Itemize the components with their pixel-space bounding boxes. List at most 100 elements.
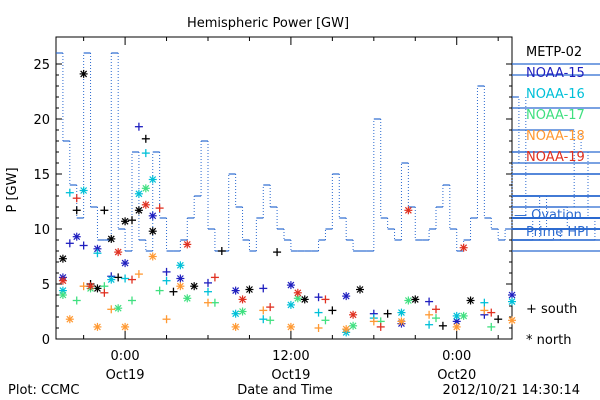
north-marker [134, 189, 143, 198]
y-tick-label: 25 [33, 58, 50, 73]
north-marker [349, 321, 358, 330]
north-marker [404, 296, 413, 305]
south-marker [432, 314, 440, 323]
legend-entry: METP-02 [526, 45, 582, 60]
north-marker [107, 234, 116, 243]
north-marker [231, 322, 240, 331]
south-marker [321, 295, 330, 304]
south-marker [134, 122, 143, 131]
north-marker [79, 69, 88, 78]
south-marker [100, 288, 109, 297]
south-marker [210, 273, 219, 282]
legend-ovation-line2: Prime HPI [526, 225, 589, 240]
north-marker [114, 304, 123, 313]
south-marker [100, 206, 109, 215]
north-marker [231, 286, 240, 295]
north-marker [176, 282, 185, 291]
south-marker [314, 293, 323, 302]
south-marker [121, 274, 130, 283]
plot-timestamp: 2012/10/21 14:30:14 [443, 383, 580, 398]
north-marker [459, 243, 468, 252]
north-marker [411, 295, 420, 304]
south-marker [169, 287, 178, 296]
south-marker [114, 273, 123, 282]
south-marker [72, 194, 81, 203]
legend-entry: NOAA-17 [526, 108, 585, 123]
south-marker [128, 296, 136, 305]
north-marker [452, 322, 461, 331]
legend: METP-02 NOAA-15 NOAA-16 NOAA-17 NOAA-18 NOAA-… [514, 45, 589, 348]
north-marker [93, 284, 102, 293]
north-marker [238, 295, 247, 304]
south-marker [425, 320, 434, 329]
north-marker [93, 322, 102, 331]
south-marker [369, 317, 378, 326]
north-marker [148, 227, 157, 236]
north-marker [65, 315, 74, 324]
south-marker [425, 297, 434, 306]
north-marker [286, 300, 295, 309]
legend-entry: NOAA-18 [526, 129, 585, 144]
north-marker [72, 232, 81, 241]
north-marker [134, 206, 143, 215]
south-marker [328, 306, 337, 315]
south-marker [162, 315, 171, 324]
south-marker [425, 310, 434, 319]
x-tick-date: Oct19 [106, 368, 145, 383]
north-marker [286, 281, 295, 290]
south-marker [155, 286, 164, 295]
south-marker [65, 188, 74, 197]
north-marker [58, 254, 67, 263]
y-tick-label: 15 [33, 168, 50, 183]
north-marker [452, 311, 461, 320]
north-marker [231, 309, 240, 318]
north-marker [121, 217, 130, 226]
south-marker [314, 324, 323, 332]
north-marker [121, 322, 130, 331]
legend-entry: NOAA-15 [526, 66, 585, 81]
north-marker [508, 297, 516, 306]
north-marker [148, 211, 157, 220]
south-marker [134, 270, 143, 279]
north-marker [397, 308, 406, 317]
north-marker [114, 248, 123, 257]
south-marker [273, 248, 282, 257]
north-marker [79, 186, 88, 195]
plot-credit: Plot: CCMC [8, 383, 79, 398]
ovation-line-layer [56, 52, 600, 252]
north-marker [141, 200, 150, 209]
north-marker [183, 240, 192, 249]
north-marker [176, 261, 185, 270]
south-marker [128, 275, 136, 284]
south-marker [128, 216, 136, 225]
legend-entry: NOAA-16 [526, 87, 585, 102]
south-marker [72, 206, 81, 215]
south-marker [141, 134, 150, 143]
south-marker [79, 282, 88, 291]
south-marker [487, 308, 496, 317]
north-marker [148, 175, 157, 184]
south-marker [72, 296, 81, 305]
y-tick-label: 10 [33, 223, 50, 238]
north-marker [245, 285, 254, 294]
north-marker [397, 317, 406, 326]
y-tick-label: 20 [33, 113, 50, 128]
south-marker [65, 239, 74, 248]
north-marker [293, 288, 302, 297]
north-marker [141, 184, 150, 193]
south-marker [432, 305, 440, 314]
data-points [58, 69, 516, 337]
south-marker [93, 249, 102, 258]
north-marker [293, 294, 302, 303]
south-marker [266, 316, 275, 325]
south-marker [480, 306, 489, 315]
x-axis-label: Date and Time [237, 383, 333, 398]
north-marker [300, 295, 309, 304]
plot-area [55, 36, 513, 340]
south-marker [162, 267, 171, 276]
south-marker [107, 305, 116, 314]
chart-title: Hemispheric Power [GW] [187, 16, 349, 31]
legend-north: * north [526, 333, 572, 348]
north-marker [86, 282, 95, 291]
